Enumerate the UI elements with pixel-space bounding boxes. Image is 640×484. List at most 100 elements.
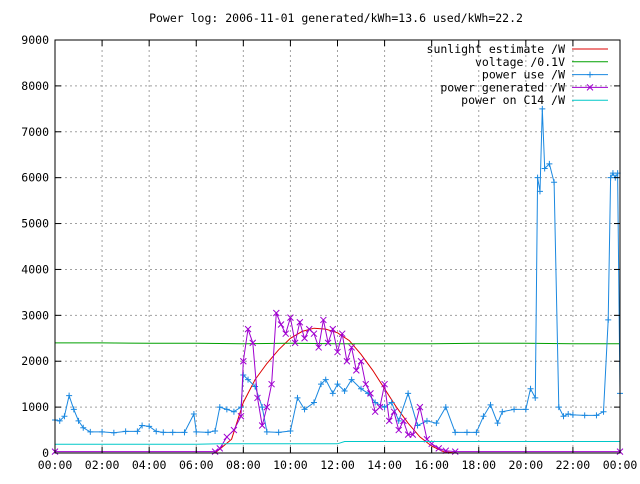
- data-point: [296, 318, 304, 326]
- data-point: [352, 367, 360, 374]
- data-point: [442, 404, 449, 411]
- data-point: [499, 408, 506, 415]
- data-point: [153, 428, 160, 435]
- data-point: [569, 411, 576, 418]
- data-point: [301, 334, 308, 342]
- data-point: [80, 424, 87, 431]
- data-point: [205, 429, 212, 436]
- data-point: [263, 428, 270, 435]
- legend-label: voltage /0.1V: [475, 55, 565, 69]
- data-point: [357, 357, 365, 365]
- data-point: [463, 429, 470, 436]
- legend-label: power generated /W: [440, 80, 565, 94]
- y-tick-label: 3000: [21, 308, 49, 322]
- data-point: [272, 309, 280, 317]
- x-tick-label: 04:00: [132, 458, 167, 472]
- x-tick-label: 02:00: [85, 458, 120, 472]
- legend-label: power use /W: [482, 68, 565, 82]
- data-point: [212, 427, 219, 434]
- data-point: [56, 417, 63, 424]
- data-point: [334, 381, 341, 388]
- data-point: [381, 404, 388, 411]
- data-point: [211, 448, 219, 455]
- data-point: [551, 179, 558, 186]
- data-point: [358, 385, 365, 392]
- data-point: [546, 160, 553, 167]
- data-point: [245, 376, 252, 383]
- data-point: [294, 394, 301, 401]
- y-tick-label: 7000: [21, 125, 49, 139]
- data-point: [259, 404, 266, 411]
- x-tick-label: 22:00: [556, 458, 591, 472]
- data-point: [343, 357, 351, 365]
- series-line: [55, 441, 620, 445]
- series-line: [55, 342, 620, 345]
- data-point: [536, 188, 543, 195]
- data-point: [230, 408, 237, 415]
- data-point: [223, 406, 230, 413]
- data-point: [541, 165, 548, 172]
- data-point: [348, 344, 355, 351]
- data-point: [581, 412, 588, 419]
- data-point: [487, 401, 494, 408]
- data-point: [494, 420, 501, 427]
- data-point: [452, 429, 459, 436]
- data-point: [258, 422, 266, 429]
- data-point: [390, 408, 398, 416]
- data-point: [605, 316, 612, 323]
- data-point: [252, 383, 259, 390]
- data-point: [318, 381, 325, 388]
- data-point: [376, 403, 384, 411]
- data-point: [405, 390, 412, 397]
- y-tick-label: 4000: [21, 262, 49, 276]
- data-point: [216, 445, 224, 452]
- data-point: [315, 344, 323, 351]
- data-point: [268, 380, 275, 388]
- data-point: [388, 399, 395, 406]
- data-point: [404, 431, 412, 438]
- x-tick-label: 20:00: [509, 458, 544, 472]
- data-point: [593, 412, 600, 419]
- series-line: [55, 327, 620, 454]
- data-point: [400, 417, 407, 425]
- data-point: [110, 429, 117, 436]
- data-point: [329, 325, 337, 333]
- x-tick-label: 08:00: [226, 458, 261, 472]
- legend-label: sunlight estimate /W: [427, 42, 566, 56]
- data-point: [560, 413, 567, 420]
- data-point: [310, 330, 318, 338]
- data-point: [435, 445, 443, 452]
- data-point: [320, 316, 327, 324]
- y-tick-label: 2000: [21, 354, 49, 368]
- data-point: [539, 105, 546, 112]
- data-point: [263, 403, 271, 411]
- x-tick-label: 12:00: [320, 458, 355, 472]
- data-point: [329, 390, 336, 397]
- data-point: [160, 429, 167, 436]
- data-point: [409, 431, 417, 438]
- data-point: [527, 385, 534, 392]
- data-point: [381, 380, 388, 388]
- data-point: [473, 429, 480, 436]
- data-point: [122, 428, 129, 435]
- y-tick-label: 0: [42, 446, 49, 460]
- data-point: [282, 330, 290, 338]
- data-point: [287, 314, 294, 321]
- data-point: [565, 410, 572, 417]
- data-point: [61, 413, 68, 420]
- data-point: [395, 426, 403, 434]
- x-tick-label: 00:00: [603, 458, 638, 472]
- y-tick-label: 6000: [21, 171, 49, 185]
- data-point: [237, 412, 245, 420]
- data-point: [555, 404, 562, 411]
- data-point: [367, 389, 374, 397]
- data-point: [287, 427, 294, 434]
- data-point: [254, 394, 261, 402]
- y-tick-label: 8000: [21, 79, 49, 93]
- data-point: [385, 417, 393, 425]
- data-point: [324, 339, 332, 347]
- data-point: [532, 394, 539, 401]
- data-point: [275, 429, 282, 436]
- data-point: [146, 423, 153, 430]
